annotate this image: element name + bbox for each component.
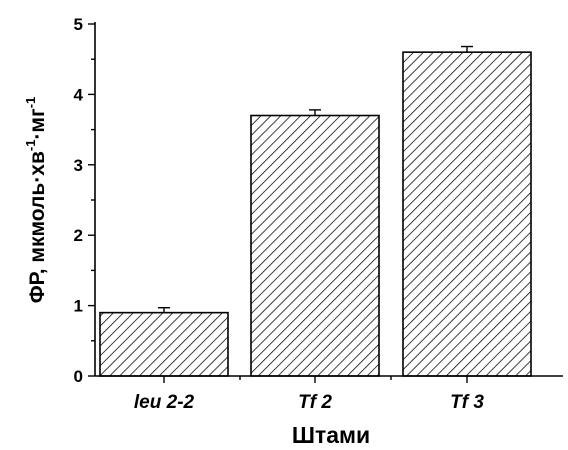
bar-tf-3	[402, 51, 532, 377]
plot-area	[99, 45, 532, 377]
x-tick-label: Tf 3	[450, 392, 484, 413]
y-tick-label: 3	[74, 156, 83, 175]
y-tick-label: 2	[74, 226, 83, 245]
bar-leu-2-2	[99, 311, 229, 377]
x-axis: leu 2-2 Tf 2 Tf 3	[95, 375, 563, 413]
y-axis-title: ФР, мкмоль·хв-1·мг-1	[23, 97, 49, 304]
x-tick-label: leu 2-2	[134, 392, 195, 413]
y-tick-label: 1	[74, 297, 83, 316]
y-tick-label: 5	[74, 15, 83, 34]
y-tick-label: 0	[74, 367, 83, 386]
x-tick-label: Tf 2	[298, 392, 332, 413]
y-axis: 0 1 2 3 4 5	[74, 15, 96, 386]
bar-tf-2	[250, 114, 380, 377]
x-axis-title: Штами	[292, 422, 370, 448]
y-tick-label: 4	[74, 85, 84, 104]
